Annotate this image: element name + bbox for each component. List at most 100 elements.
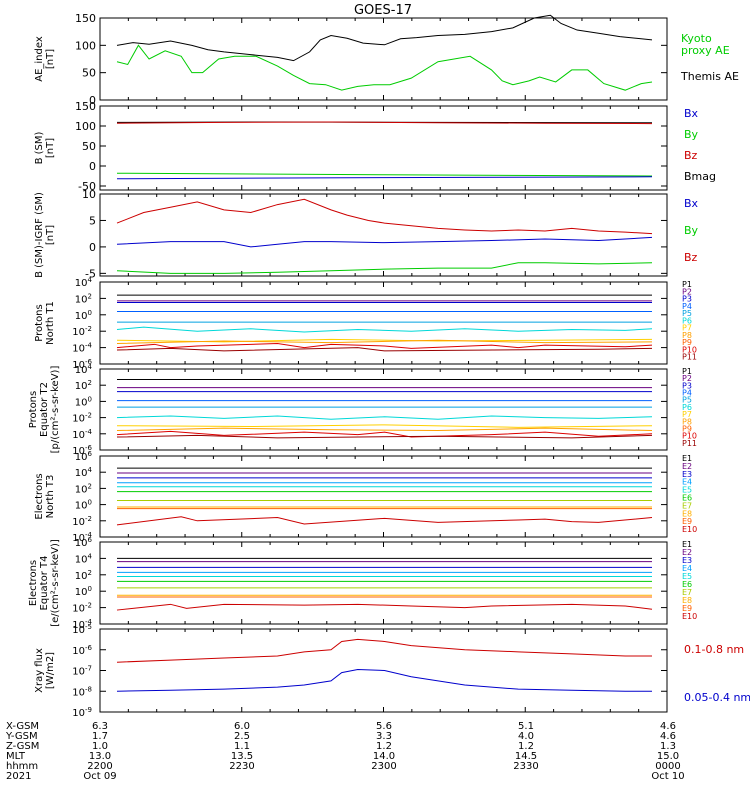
legend-p9: P9 [682,424,692,433]
figure-title: GOES-17 [354,3,412,18]
y-tick-label: 10-8 [72,685,92,698]
legend-e4: E4 [682,564,692,573]
time-row-value: Oct 10 [651,771,684,782]
series-by [116,172,653,177]
legend-0-05-0-4-nm: 0.05-0.4 nm [684,691,750,704]
legend-p1: P1 [682,367,692,376]
legend-kyoto: Kyoto [681,32,712,45]
time-row-value: 4.0 [518,731,534,742]
legend-e3: E3 [682,470,692,479]
y-tick-label: 10-2 [72,515,92,528]
time-row-value: 13.0 [89,751,111,762]
y-tick-label: 0 [89,241,96,254]
y-tick-label: 100 [75,395,92,408]
legend-e1: E1 [682,454,692,463]
time-row-value: 15.0 [657,751,679,762]
y-tick-label: 150 [75,100,96,113]
series-p6 [116,326,653,333]
series-kyoto-proxy-ae [116,44,653,91]
series-p7 [116,424,653,428]
legend-bx: Bx [684,107,699,120]
time-row-value: 2230 [229,761,254,772]
legend-e10: E10 [682,525,697,534]
legend-e7: E7 [682,588,692,597]
y-tick-label: 10-4 [72,618,92,631]
series-bz [116,198,653,235]
legend-p4: P4 [682,389,692,398]
legend-p3: P3 [682,381,692,390]
y-tick-label: 10-6 [72,444,92,457]
legend-e3: E3 [682,556,692,565]
y-tick-label: 102 [75,482,92,495]
y-tick-label: 102 [75,292,92,305]
legend-e6: E6 [682,494,692,503]
time-row-label: X-GSM [6,721,39,732]
y-tick-label: 100 [75,585,92,598]
series-p8 [116,339,653,344]
time-row-label: Z-GSM [6,741,39,752]
legend-e7: E7 [682,501,692,510]
time-row-value: 2.5 [234,731,250,742]
y-tick-label: 10-9 [72,706,92,719]
legend-e10: E10 [682,612,697,621]
time-row-value: 2330 [513,761,538,772]
y-tick-label: 0 [89,160,96,173]
y-tick-label: 100 [75,309,92,322]
time-row-value: 1.0 [92,741,108,752]
panel-pe: 10-6 10-4 10-2 100 102 104 ProtonsEquator T2[p… [28,363,697,457]
panel-ee: 10-4 10-2 100 102 104 106 ElectronsEquator T4[… [28,536,697,631]
legend-by: By [684,128,699,141]
legend-p6: P6 [682,403,692,412]
time-row-value: 6.0 [234,721,250,732]
y-tick-label: 5 [89,214,96,227]
legend-p2: P2 [682,287,692,296]
y-axis-title: ProtonsEquator T2[p/(cm²-s-sr-keV)] [28,366,61,454]
time-row-value: 1.2 [518,741,534,752]
legend-themis-ae: Themis AE [680,70,739,83]
y-tick-label: 10-6 [72,644,92,657]
time-row-value: Oct 09 [83,771,116,782]
series-e10 [116,603,653,611]
legend-p7: P7 [682,410,692,419]
y-tick-label: 102 [75,569,92,582]
time-row-value: 14.5 [515,751,537,762]
legend-p2: P2 [682,374,692,383]
legend-e2: E2 [682,462,692,471]
y-tick-label: 106 [75,536,93,549]
y-tick-label: 102 [75,379,92,392]
legend-e8: E8 [682,509,692,518]
legend-p4: P4 [682,302,692,311]
legend-e2: E2 [682,548,692,557]
y-tick-label: 10 [82,188,96,201]
time-row-value: 5.1 [518,721,534,732]
y-tick-label: 10-2 [72,412,92,425]
series-0-1-0-8-nm [116,638,652,663]
y-tick-label: 0 [89,94,96,107]
y-tick-label: 104 [75,276,93,289]
panel-frame [99,281,668,365]
time-row-value: 0000 [655,761,680,772]
legend-e5: E5 [682,572,692,581]
legend-p5: P5 [682,309,692,318]
series-0-05-0-4-nm [116,668,652,692]
legend-e5: E5 [682,486,692,495]
time-row-value: 1.1 [234,741,250,752]
series-p8 [116,427,653,432]
panel-frame [99,541,668,625]
y-tick-label: 104 [75,363,93,376]
time-row-value: 5.6 [376,721,392,732]
legend-bx: Bx [684,197,699,210]
y-tick-label: 50 [82,140,96,153]
time-row-value: 4.6 [660,731,676,742]
y-tick-label: 10-2 [72,602,92,615]
series-p10 [116,342,653,349]
legend-bmag: Bmag [684,170,716,183]
y-tick-label: -50 [78,180,96,193]
legend-p3: P3 [682,295,692,304]
time-row-label: MLT [6,751,26,762]
y-axis-title: ProtonsNorth T1 [34,301,56,345]
legend-0-1-0-8-nm: 0.1-0.8 nm [684,643,744,656]
